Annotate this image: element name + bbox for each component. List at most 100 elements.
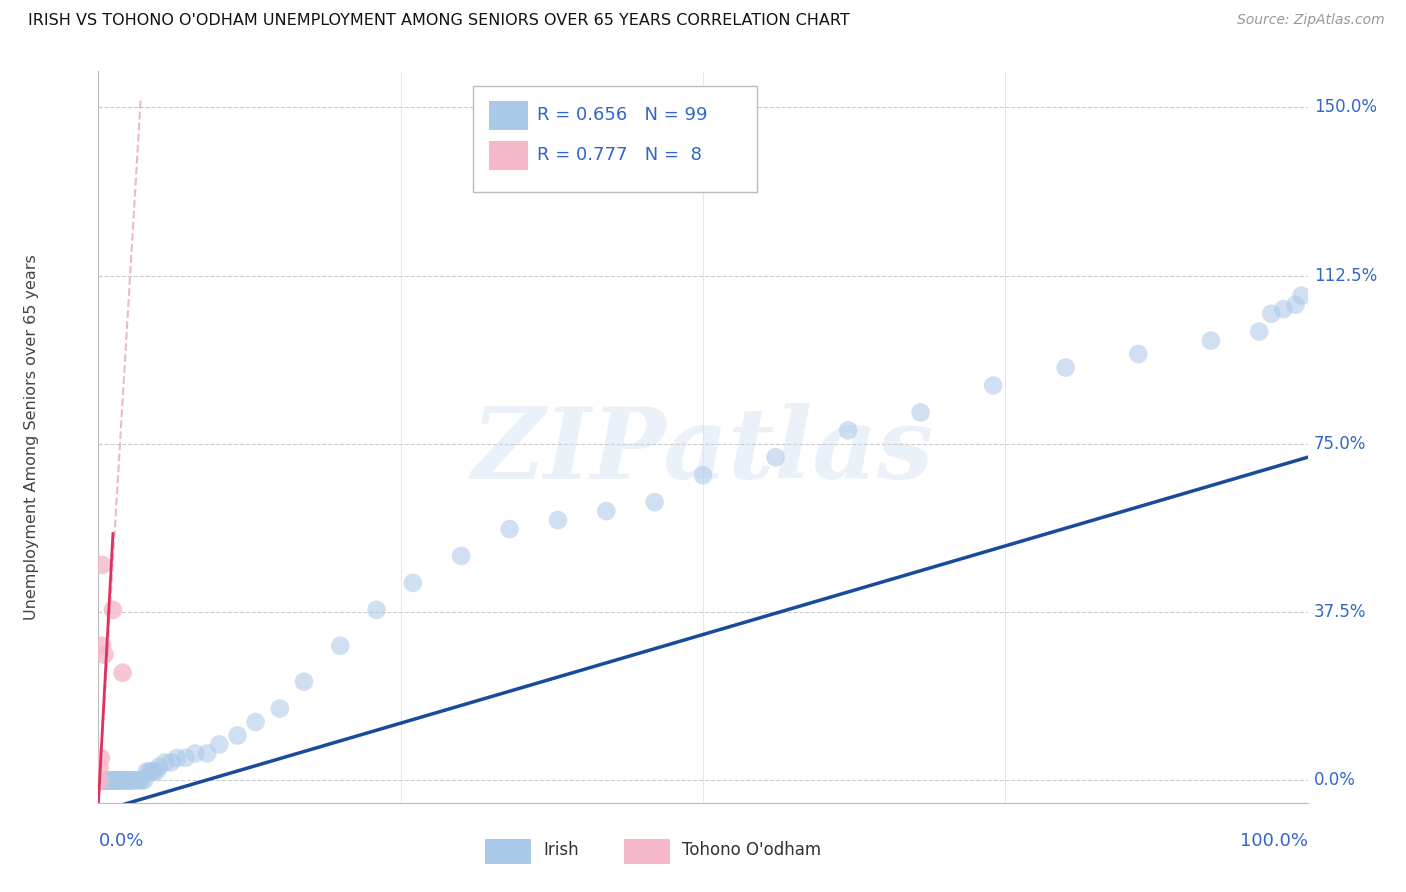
Point (166, 751, 188, 765)
Point (134, 773, 156, 788)
Point (910, 405, 932, 419)
Point (93, 773, 115, 788)
Text: 100.0%: 100.0% (1240, 832, 1308, 850)
Point (98, 773, 121, 788)
Point (97, 773, 120, 788)
Point (94, 773, 117, 788)
Point (100, 773, 122, 788)
Point (184, 747, 207, 761)
Point (101, 603, 124, 617)
Point (90, 773, 112, 788)
Point (100, 773, 122, 788)
Point (96, 773, 118, 788)
Point (1291, 289, 1313, 303)
Point (1260, 307, 1282, 321)
Point (93, 773, 115, 788)
Point (90, 773, 112, 788)
Point (101, 773, 124, 788)
Point (100, 773, 122, 788)
Point (93, 773, 115, 788)
Point (143, 764, 166, 779)
Point (148, 760, 170, 774)
Point (138, 764, 160, 779)
Point (101, 773, 124, 788)
FancyBboxPatch shape (485, 838, 531, 863)
Point (93, 648, 115, 662)
Point (765, 450, 787, 465)
FancyBboxPatch shape (489, 101, 527, 130)
Point (135, 764, 157, 779)
Point (93, 773, 115, 788)
Point (245, 714, 267, 729)
Text: 0.0%: 0.0% (98, 832, 143, 850)
Text: Unemployment Among Seniors over 65 years: Unemployment Among Seniors over 65 years (24, 254, 39, 620)
Point (89, 773, 111, 788)
Point (110, 773, 132, 788)
Point (91, 639, 114, 653)
Point (121, 773, 143, 788)
Point (208, 738, 231, 752)
Text: 75.0%: 75.0% (1313, 434, 1367, 453)
Point (174, 751, 197, 765)
Point (141, 764, 163, 779)
Point (103, 773, 125, 788)
Point (117, 773, 139, 788)
Point (124, 773, 146, 788)
Point (91, 773, 114, 788)
Point (89, 760, 111, 774)
Point (1199, 334, 1222, 348)
Point (114, 773, 136, 788)
Point (131, 773, 153, 788)
Point (108, 773, 131, 788)
Point (111, 773, 134, 788)
Point (498, 522, 520, 536)
Point (644, 495, 666, 509)
Point (105, 773, 128, 788)
Point (90, 751, 112, 765)
Point (94, 773, 117, 788)
Text: 37.5%: 37.5% (1313, 603, 1367, 621)
Point (981, 378, 1004, 392)
Point (100, 773, 122, 788)
Point (145, 764, 167, 779)
Point (115, 773, 138, 788)
Point (402, 575, 425, 590)
Point (118, 773, 141, 788)
Text: Tohono O'odham: Tohono O'odham (682, 841, 821, 859)
Point (226, 729, 249, 743)
Point (107, 773, 129, 788)
Point (96, 773, 118, 788)
Point (1128, 347, 1150, 361)
Point (366, 603, 388, 617)
Point (91, 773, 114, 788)
FancyBboxPatch shape (489, 141, 527, 170)
Point (89, 773, 111, 788)
Point (692, 468, 714, 483)
Point (89, 773, 111, 788)
Point (103, 773, 125, 788)
Point (94, 773, 117, 788)
Text: ZIPatlas: ZIPatlas (472, 403, 934, 500)
Text: R = 0.656   N = 99: R = 0.656 N = 99 (537, 105, 707, 123)
Point (91, 773, 114, 788)
Point (1272, 302, 1295, 317)
Point (96, 773, 118, 788)
Point (90, 773, 112, 788)
Point (104, 773, 127, 788)
Point (107, 773, 129, 788)
Point (120, 773, 142, 788)
Point (128, 773, 150, 788)
Point (112, 773, 135, 788)
Point (127, 773, 149, 788)
Point (450, 549, 472, 563)
Text: IRISH VS TOHONO O'ODHAM UNEMPLOYMENT AMONG SENIORS OVER 65 YEARS CORRELATION CHA: IRISH VS TOHONO O'ODHAM UNEMPLOYMENT AMO… (28, 13, 849, 29)
Text: Irish: Irish (543, 841, 579, 859)
Point (89, 773, 111, 788)
FancyBboxPatch shape (624, 838, 671, 863)
Point (160, 756, 183, 770)
Point (195, 747, 218, 761)
Text: 150.0%: 150.0% (1313, 98, 1376, 116)
Point (91, 773, 114, 788)
Point (837, 423, 859, 437)
Point (329, 639, 352, 653)
